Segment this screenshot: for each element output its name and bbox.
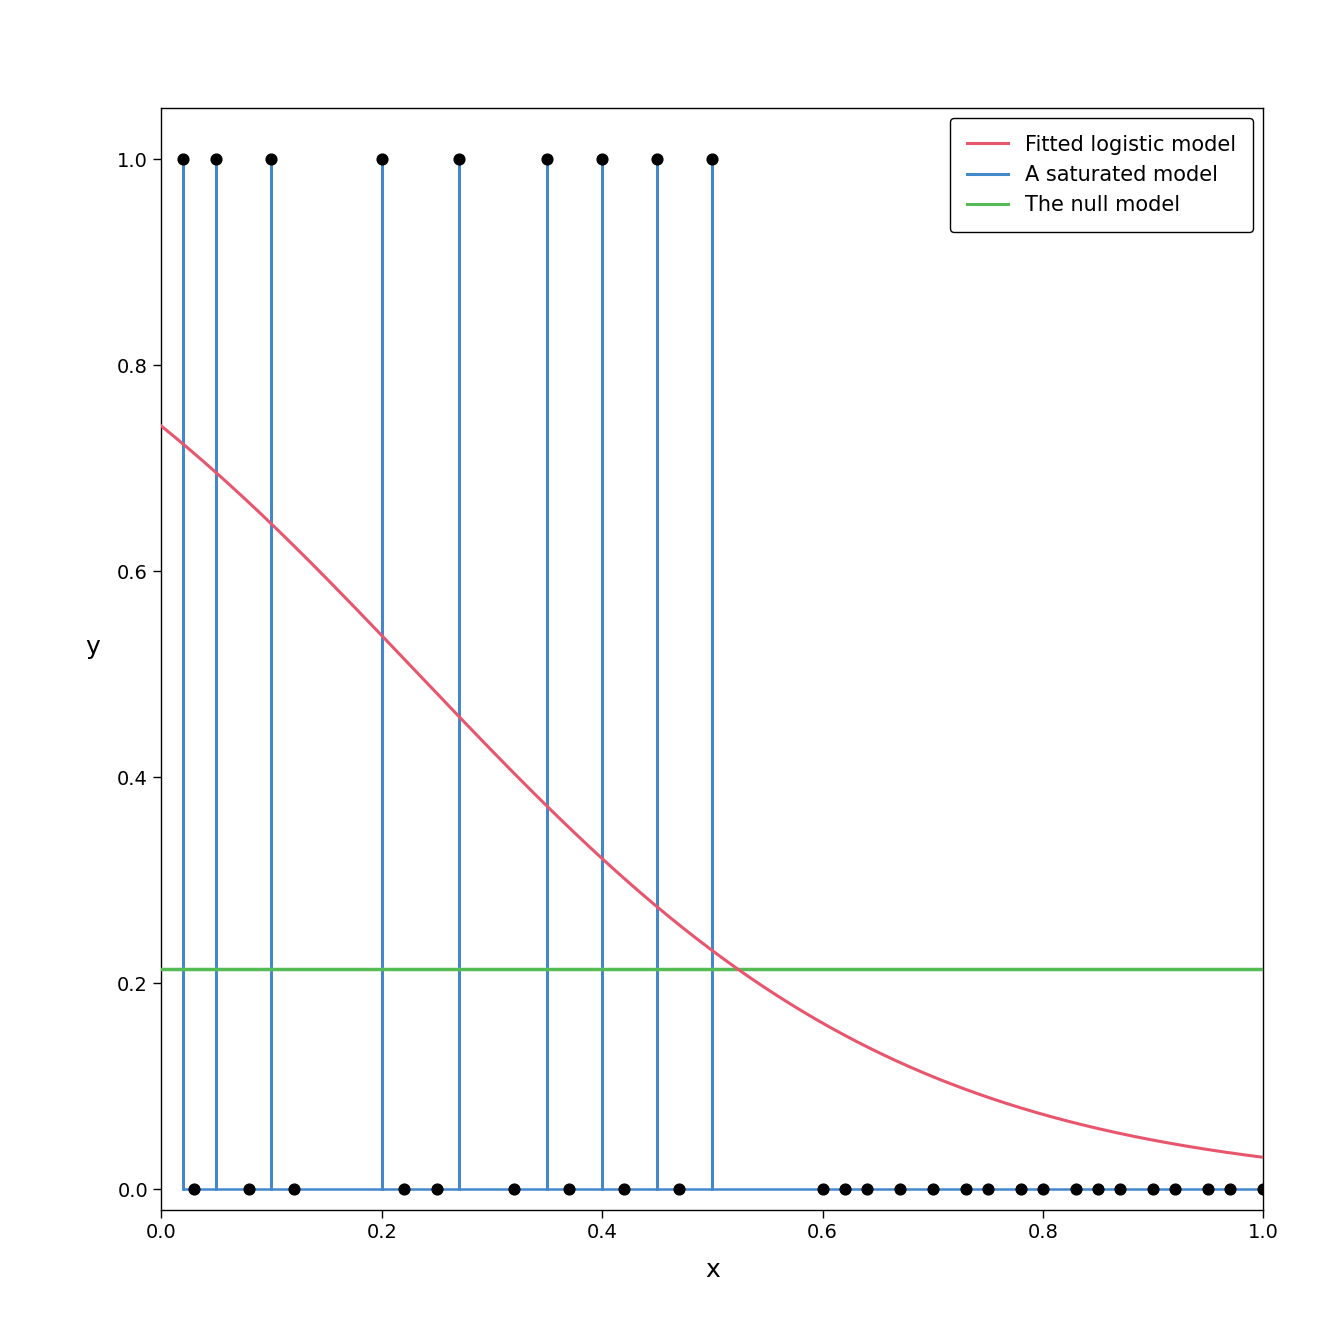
Point xyxy=(426,1179,448,1200)
Point xyxy=(282,1179,304,1200)
Point xyxy=(977,1179,999,1200)
Point xyxy=(812,1179,833,1200)
X-axis label: x: x xyxy=(706,1258,719,1282)
Point xyxy=(856,1179,878,1200)
Point xyxy=(371,148,392,169)
Point xyxy=(239,1179,261,1200)
Point xyxy=(591,148,613,169)
Point xyxy=(184,1179,206,1200)
Point xyxy=(646,148,668,169)
Point xyxy=(1087,1179,1109,1200)
Point xyxy=(503,1179,524,1200)
Point xyxy=(1198,1179,1219,1200)
Point xyxy=(1253,1179,1274,1200)
Point xyxy=(702,148,723,169)
Point xyxy=(392,1179,414,1200)
Legend: Fitted logistic model, A saturated model, The null model: Fitted logistic model, A saturated model… xyxy=(950,118,1253,233)
Point xyxy=(613,1179,634,1200)
Y-axis label: y: y xyxy=(85,634,99,659)
Point xyxy=(956,1179,977,1200)
Point xyxy=(668,1179,689,1200)
Point xyxy=(1011,1179,1032,1200)
Point xyxy=(448,148,469,169)
Point xyxy=(888,1179,910,1200)
Point xyxy=(1219,1179,1241,1200)
Point xyxy=(206,148,227,169)
Point xyxy=(833,1179,855,1200)
Point xyxy=(1066,1179,1087,1200)
Point xyxy=(558,1179,579,1200)
Point xyxy=(922,1179,943,1200)
Point xyxy=(1164,1179,1185,1200)
Point xyxy=(536,148,558,169)
Point xyxy=(172,148,194,169)
Point xyxy=(261,148,282,169)
Point xyxy=(1032,1179,1054,1200)
Point xyxy=(1109,1179,1130,1200)
Point xyxy=(1142,1179,1164,1200)
